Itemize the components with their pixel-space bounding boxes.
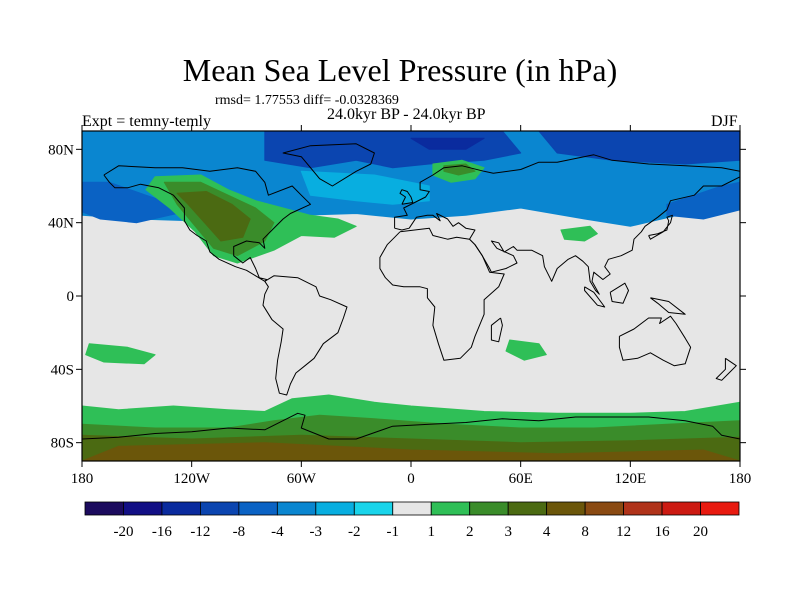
- colorbar-label: -4: [271, 524, 284, 540]
- colorbar-label: 2: [466, 524, 474, 540]
- coastline-south-america: [262, 275, 348, 396]
- x-tick-label: 60W: [287, 471, 317, 487]
- colorbar-label: -1: [387, 524, 400, 540]
- coastline-new-guinea: [650, 297, 686, 315]
- colorbar-label: 12: [616, 524, 631, 540]
- colorbar-swatch: [507, 501, 548, 516]
- coastline-madagascar: [490, 317, 503, 343]
- colorbar-swatch: [84, 501, 124, 516]
- contour-africa-green: [505, 339, 547, 361]
- colorbar-label: 8: [581, 524, 589, 540]
- y-tick-label: 0: [67, 289, 75, 305]
- colorbar-swatch: [276, 501, 317, 516]
- contour-na-brown: [176, 191, 251, 242]
- colorbar-swatch: [123, 501, 163, 516]
- colorbar-swatch: [315, 501, 355, 516]
- colorbar-label: 16: [655, 524, 671, 540]
- coastline-new-zealand: [715, 357, 737, 381]
- coastline-japan: [648, 214, 673, 240]
- colorbar-swatch: [161, 501, 201, 516]
- chart-title: Mean Sea Level Pressure (in hPa): [182, 52, 618, 88]
- colorbar-swatch: [469, 501, 509, 516]
- colorbar-swatch: [661, 501, 701, 516]
- coastline-uk: [399, 189, 414, 205]
- x-tick-label: 180: [71, 471, 94, 487]
- stats-line: rmsd= 1.77553 diff= -0.0328369: [215, 93, 399, 108]
- colorbar-label: 1: [427, 524, 435, 540]
- contour-southern-darkbrown: [82, 442, 740, 461]
- coastline-borneo: [609, 282, 629, 304]
- x-tick-label: 0: [407, 471, 415, 487]
- y-tick-label: 40S: [51, 362, 74, 378]
- colorbar: -20 -16 -12 -8 -4 -3 -2 -1 1 2 3 4 8 12 16 20: [84, 501, 740, 540]
- y-tick-label: 80N: [48, 142, 74, 158]
- coastline-sumatra: [584, 286, 606, 308]
- coastline-australia: [618, 315, 692, 367]
- experiment-label: Expt = temny-temly: [82, 113, 211, 130]
- colorbar-label: -3: [310, 524, 323, 540]
- map-fill-layer: [82, 131, 740, 461]
- x-tick-label: 120W: [173, 471, 211, 487]
- colorbar-label: -8: [233, 524, 246, 540]
- coastline-north-america: [103, 165, 311, 282]
- colorbar-label: 4: [543, 524, 551, 540]
- colorbar-label: -12: [190, 524, 210, 540]
- coastline-antarctica: [82, 412, 740, 440]
- colorbar-label: -20: [114, 524, 134, 540]
- colorbar-swatch: [623, 501, 663, 516]
- colorbar-swatch: [353, 501, 394, 516]
- colorbar-label: 20: [693, 524, 708, 540]
- y-tick-label: 40N: [48, 216, 74, 232]
- contour-nz-high: [410, 137, 485, 150]
- x-tick-label: 60E: [509, 471, 533, 487]
- colorbar-swatch: [546, 501, 586, 516]
- colorbar-swatch: [392, 501, 432, 516]
- y-tick-label: 80S: [51, 436, 74, 452]
- contour-sp-green: [85, 343, 156, 365]
- colorbar-swatch: [200, 501, 240, 516]
- colorbar-label: 3: [504, 524, 512, 540]
- contour-asia-green: [560, 225, 598, 242]
- colorbar-swatch: [430, 501, 471, 516]
- season-label: DJF: [711, 113, 738, 130]
- axes-layer: 180 120W 60W 0 60E 120E 180 80N 40N 0 40S 80S: [48, 125, 751, 487]
- colorbar-label: -2: [348, 524, 361, 540]
- colorbar-swatch: [700, 501, 740, 516]
- colorbar-swatch: [238, 501, 278, 516]
- colorbar-swatch: [584, 501, 624, 516]
- x-tick-label: 180: [729, 471, 752, 487]
- coastline-greenland: [282, 143, 375, 187]
- coastline-layer: [82, 143, 740, 440]
- coastline-africa: [379, 227, 505, 361]
- x-tick-label: 120E: [614, 471, 646, 487]
- period-label: 24.0kyr BP - 24.0kyr BP: [327, 106, 486, 123]
- colorbar-label: -16: [152, 524, 172, 540]
